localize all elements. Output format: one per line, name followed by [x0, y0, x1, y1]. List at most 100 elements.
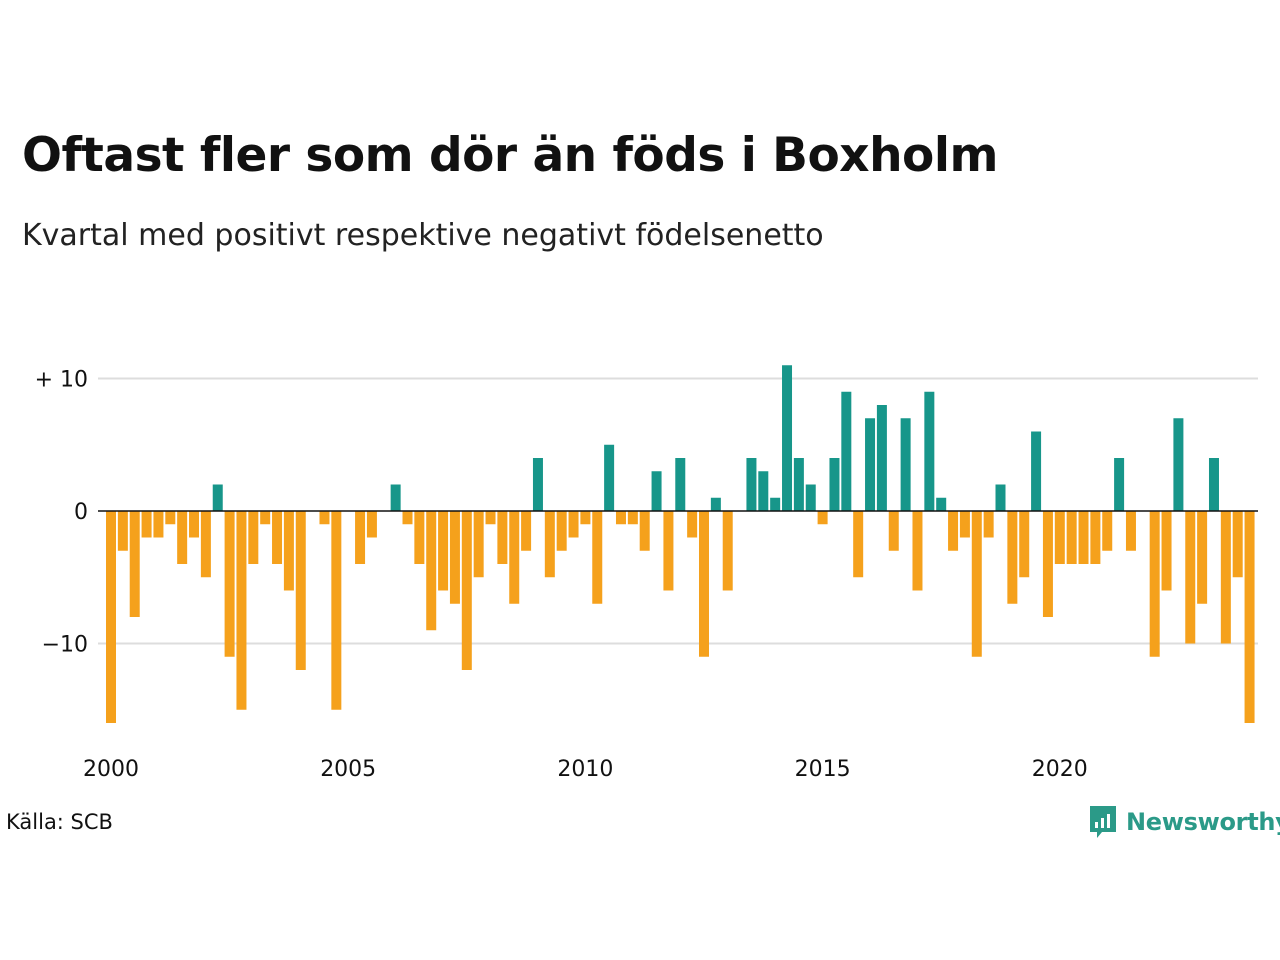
bar-positive [651, 471, 662, 511]
x-tick-label: 2020 [1032, 757, 1088, 782]
bar-negative [1102, 511, 1113, 551]
y-axis-labels: + 10 0 −10 [35, 368, 88, 658]
bar-negative [272, 511, 283, 564]
bar-negative [948, 511, 959, 551]
bar-negative [1149, 511, 1160, 657]
bar-negative [521, 511, 532, 551]
bar-negative [260, 511, 271, 525]
bar-negative [615, 511, 626, 525]
bar-negative [426, 511, 437, 631]
bar-positive [995, 484, 1006, 511]
y-tick-label: −10 [42, 633, 88, 658]
bar-negative [1054, 511, 1065, 564]
bar-positive [924, 391, 935, 511]
y-tick-label: 0 [74, 500, 88, 525]
bar-negative [414, 511, 425, 564]
bar-chart: + 10 0 −10 2000 2005 2010 2015 2020 [35, 365, 1258, 782]
bar-positive [758, 471, 769, 511]
bar-negative [663, 511, 674, 591]
bar-positive [876, 405, 887, 511]
x-tick-label: 2015 [795, 757, 851, 782]
bar-negative [283, 511, 294, 591]
bar-negative [165, 511, 176, 525]
bar-positive [1031, 431, 1042, 511]
bar-positive [532, 458, 543, 511]
gridlines [98, 377, 1258, 645]
bar-negative [888, 511, 899, 551]
bar-positive [770, 497, 781, 511]
bar-negative [1197, 511, 1208, 604]
bar-negative [580, 511, 591, 525]
bar-negative [106, 511, 116, 723]
bar-negative [1244, 511, 1255, 723]
bar-negative [1161, 511, 1172, 591]
bar-negative [1090, 511, 1101, 564]
bar-negative [1019, 511, 1030, 578]
newsworthy-logo-icon [1090, 806, 1116, 838]
bar-positive [841, 391, 852, 511]
bar-negative [449, 511, 460, 604]
bar-negative [129, 511, 140, 617]
bar-negative [983, 511, 994, 538]
bar-negative [236, 511, 247, 710]
bar-negative [224, 511, 235, 657]
bar-negative [153, 511, 164, 538]
bar-negative [248, 511, 259, 564]
x-axis-labels: 2000 2005 2010 2015 2020 [83, 757, 1088, 782]
bar-positive [710, 497, 721, 511]
bar-positive [604, 444, 615, 511]
bar-negative [699, 511, 709, 657]
x-tick-label: 2010 [557, 757, 613, 782]
bar-negative [1042, 511, 1053, 617]
bar-positive [865, 418, 876, 511]
bar-negative [295, 511, 306, 670]
bar-negative [473, 511, 484, 578]
bar-negative [366, 511, 377, 538]
bar-positive [1114, 458, 1125, 511]
bar-negative [568, 511, 579, 538]
x-tick-label: 2000 [83, 757, 139, 782]
x-tick-label: 2005 [320, 757, 376, 782]
bar-positive [793, 458, 804, 511]
bar-positive [212, 484, 223, 511]
bar-negative [319, 511, 330, 525]
bar-negative [438, 511, 449, 591]
bar-positive [1173, 418, 1184, 511]
bar-negative [971, 511, 982, 657]
bar-negative [509, 511, 520, 604]
bar-negative [687, 511, 698, 538]
bar-negative [1066, 511, 1077, 564]
bar-negative [1185, 511, 1196, 644]
bar-positive [829, 458, 840, 511]
bar-negative [722, 511, 733, 591]
bar-negative [189, 511, 200, 538]
bar-negative [141, 511, 152, 538]
bar-negative [485, 511, 496, 525]
bar-negative [639, 511, 650, 551]
bar-negative [117, 511, 128, 551]
bar-negative [544, 511, 555, 578]
bar-negative [1232, 511, 1243, 578]
bar-positive [900, 418, 911, 511]
bar-negative [1007, 511, 1018, 604]
chart-title: Oftast fler som dör än föds i Boxholm [22, 128, 998, 183]
bar-negative [402, 511, 413, 525]
bar-positive [746, 458, 757, 511]
bar-positive [936, 497, 947, 511]
chart-subtitle: Kvartal med positivt respektive negativt… [22, 218, 824, 253]
bar-negative [200, 511, 211, 578]
bar-positive [1208, 458, 1219, 511]
bar-negative [959, 511, 970, 538]
bar-negative [817, 511, 828, 525]
bar-negative [497, 511, 508, 564]
source-note: Källa: SCB [6, 810, 113, 834]
bar-negative [355, 511, 366, 564]
y-tick-label: + 10 [35, 368, 88, 393]
bar-positive [805, 484, 816, 511]
bar-negative [177, 511, 188, 564]
bar-negative [331, 511, 342, 710]
bar-negative [461, 511, 472, 670]
bar-negative [1125, 511, 1136, 551]
bar-negative [556, 511, 567, 551]
bar-negative [853, 511, 864, 578]
